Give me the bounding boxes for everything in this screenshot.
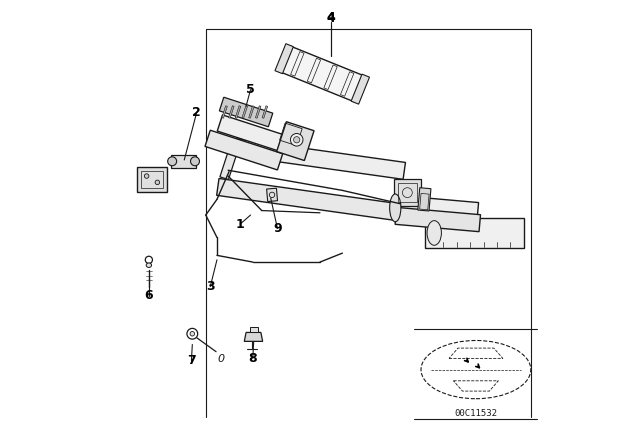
Bar [425, 219, 524, 247]
Polygon shape [244, 332, 262, 341]
Ellipse shape [146, 263, 152, 267]
Ellipse shape [390, 194, 401, 222]
Text: 00C11532: 00C11532 [454, 409, 497, 418]
Bar [217, 115, 293, 154]
Bar [394, 179, 421, 206]
Bar [418, 188, 431, 211]
Ellipse shape [168, 157, 177, 166]
Bar [205, 130, 283, 170]
Bar [236, 106, 241, 118]
Bar [141, 171, 163, 188]
Ellipse shape [291, 134, 303, 146]
Text: 5: 5 [246, 83, 255, 96]
Bar [395, 207, 481, 232]
Text: 7: 7 [187, 354, 196, 367]
Ellipse shape [427, 221, 442, 246]
Text: 6: 6 [145, 289, 153, 302]
Text: 1: 1 [236, 217, 244, 231]
Ellipse shape [191, 157, 200, 166]
Ellipse shape [190, 332, 195, 336]
Text: 4: 4 [327, 12, 335, 26]
Text: 2: 2 [193, 105, 201, 119]
Ellipse shape [145, 174, 149, 178]
Text: 9: 9 [273, 222, 282, 235]
Text: 3: 3 [206, 280, 214, 293]
Bar [250, 327, 258, 332]
Bar [249, 106, 254, 118]
Bar [280, 123, 302, 146]
Bar [220, 97, 273, 127]
Bar [340, 72, 354, 96]
Bar [420, 194, 429, 210]
Text: 4: 4 [327, 11, 335, 25]
Bar [275, 43, 293, 74]
Bar [307, 58, 321, 83]
Bar [351, 74, 369, 104]
Bar [255, 106, 261, 118]
Ellipse shape [155, 180, 159, 185]
Text: 8: 8 [248, 352, 257, 365]
Bar [242, 106, 248, 118]
Bar [394, 195, 479, 221]
Bar [234, 139, 406, 179]
Text: 0: 0 [218, 354, 225, 364]
Bar [228, 106, 234, 118]
Bar [138, 167, 166, 192]
Bar [276, 122, 314, 160]
Bar [220, 138, 241, 180]
Bar [324, 65, 337, 90]
Bar [262, 106, 268, 118]
Bar [398, 183, 417, 202]
Bar [291, 52, 304, 76]
Ellipse shape [294, 137, 300, 143]
Bar [222, 106, 227, 118]
Bar [267, 188, 278, 202]
Bar [171, 155, 196, 168]
Bar [278, 46, 366, 102]
Bar [217, 178, 396, 220]
